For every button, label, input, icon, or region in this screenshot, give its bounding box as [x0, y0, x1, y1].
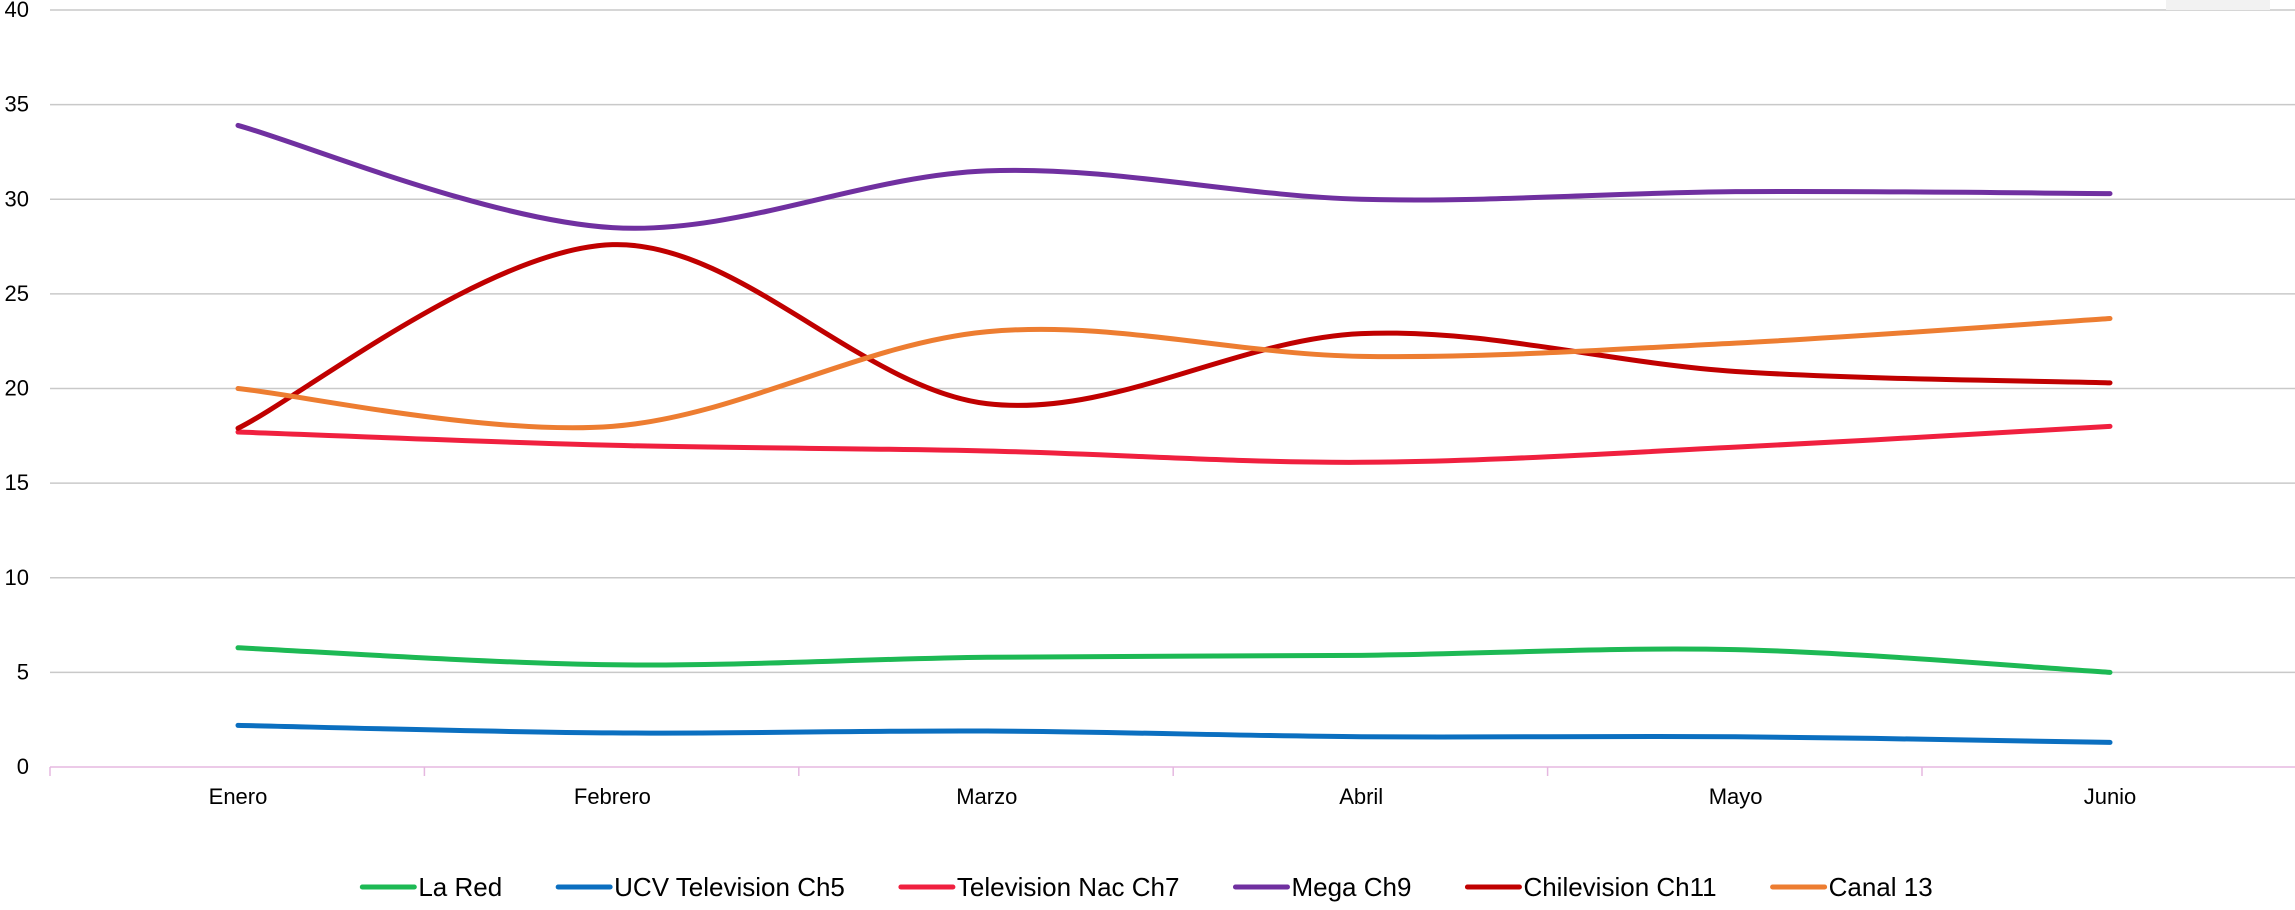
chart-corner-tab [2166, 0, 2270, 10]
y-tick-label: 35 [5, 92, 29, 117]
y-tick-label: 0 [17, 754, 29, 779]
legend-label: La Red [418, 872, 502, 902]
legend-label: Mega Ch9 [1291, 872, 1411, 902]
legend-label: Canal 13 [1829, 872, 1933, 902]
series-line-6 [235, 315, 2113, 431]
legend-label: Television Nac Ch7 [957, 872, 1180, 902]
gridlines [50, 9, 2295, 674]
series-line-5 [235, 242, 2113, 431]
x-tick-label: Junio [2084, 784, 2137, 809]
x-tick-label: Abril [1339, 784, 1383, 809]
legend-label: UCV Television Ch5 [614, 872, 845, 902]
series-line-1 [235, 645, 2113, 675]
x-tick-label: Enero [209, 784, 268, 809]
legend-label: Chilevision Ch11 [1523, 872, 1716, 902]
legend: La Red UCV Television Ch5 Television Nac C… [359, 872, 1933, 902]
y-tick-label: 10 [5, 565, 29, 590]
y-tick-label: 40 [5, 0, 29, 22]
x-axis: Enero Febrero Marzo Abril Mayo Junio [49, 766, 2295, 809]
x-tick-label: Marzo [956, 784, 1017, 809]
series-lines [235, 122, 2113, 745]
series-line-2 [235, 722, 2113, 745]
x-tick-label: Mayo [1709, 784, 1763, 809]
y-tick-label: 15 [5, 470, 29, 495]
series-line-4 [235, 122, 2113, 231]
series-line-3 [235, 423, 2113, 465]
x-tick-label: Febrero [574, 784, 651, 809]
y-tick-label: 5 [17, 659, 29, 684]
y-tick-label: 25 [5, 281, 29, 306]
y-tick-label: 30 [5, 186, 29, 211]
y-tick-label: 20 [5, 376, 29, 401]
y-axis-tick-labels: 0 5 10 15 20 25 30 35 40 [5, 0, 29, 779]
